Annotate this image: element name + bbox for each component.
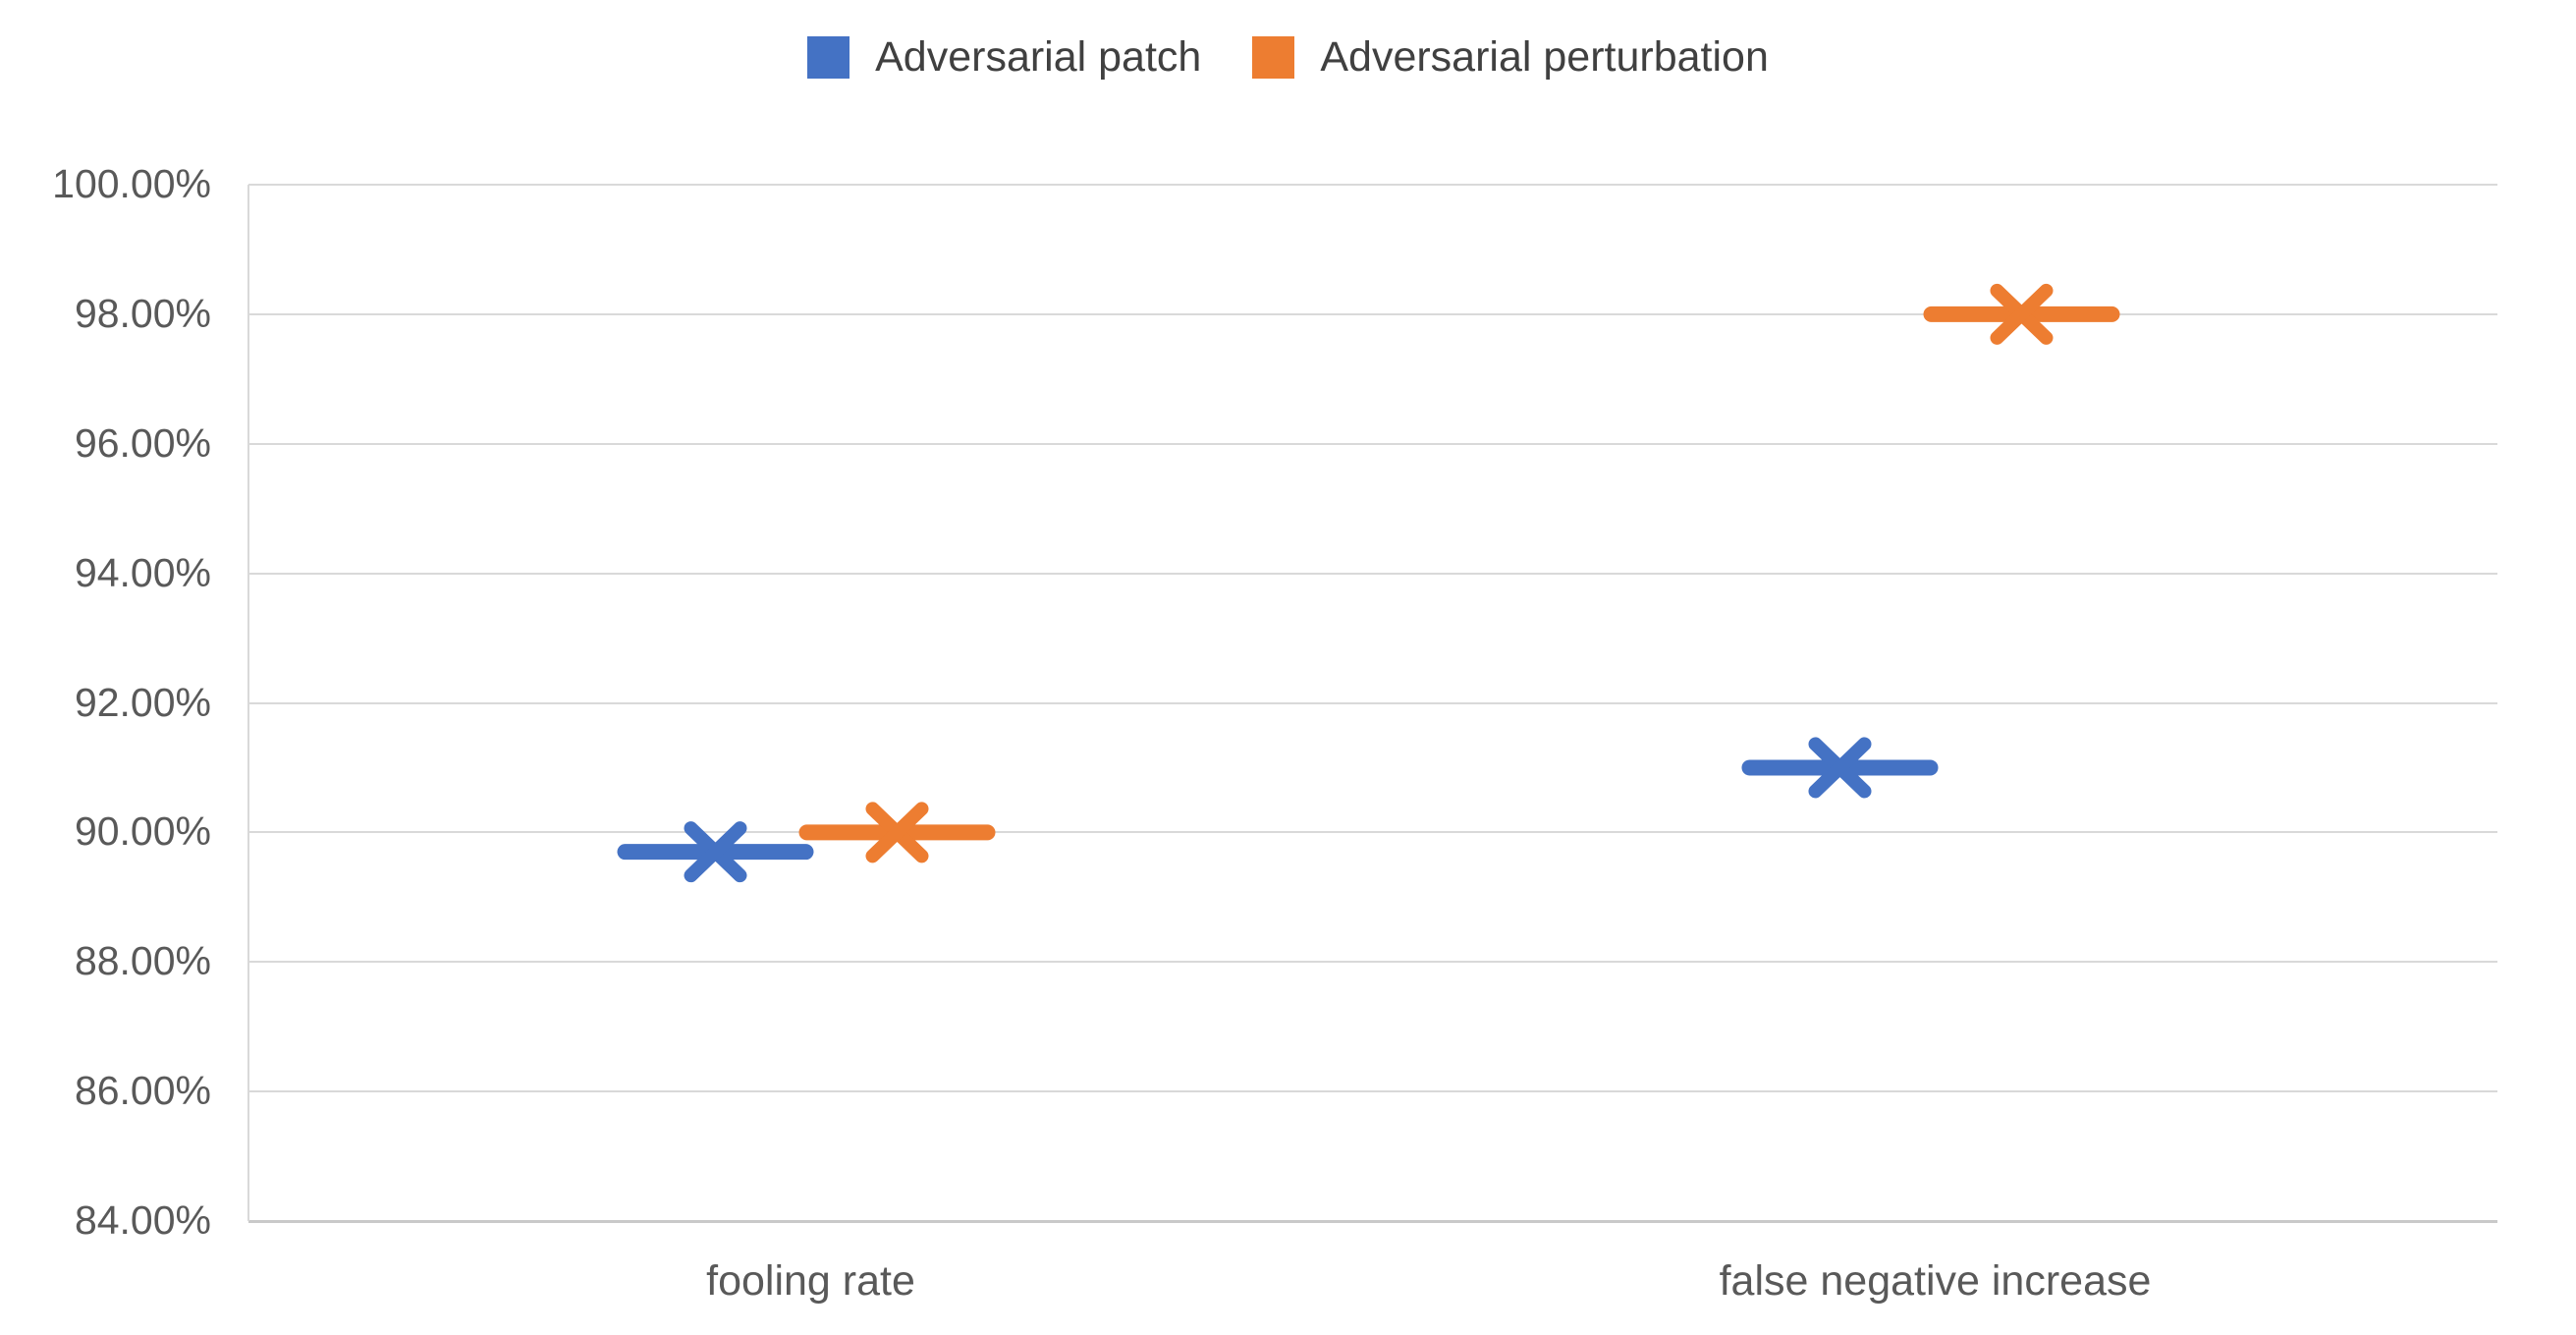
data-point-marker <box>617 821 814 883</box>
chart-legend: Adversarial patch Adversarial perturbatio… <box>0 33 2576 82</box>
y-axis-tick-label: 84.00% <box>74 1197 211 1243</box>
y-axis-tick-label: 88.00% <box>74 938 211 984</box>
x-axis-category-label: false negative increase <box>1719 1257 2152 1305</box>
y-axis-tick-label: 86.00% <box>74 1068 211 1114</box>
y-axis-tick-label: 90.00% <box>74 808 211 855</box>
y-axis-tick-label: 100.00% <box>52 161 211 206</box>
legend-swatch-icon <box>1252 36 1295 79</box>
legend-item: Adversarial perturbation <box>1252 33 1769 82</box>
gridline <box>248 312 2497 315</box>
data-point-marker <box>798 802 996 863</box>
gridline <box>248 701 2497 704</box>
legend-item: Adversarial patch <box>807 33 1201 82</box>
y-axis-tick-label: 94.00% <box>74 549 211 595</box>
data-point-marker <box>1741 737 1939 799</box>
gridline <box>248 442 2497 445</box>
gridline <box>248 961 2497 964</box>
y-axis-tick-label: 96.00% <box>74 419 211 466</box>
gridline <box>248 831 2497 834</box>
x-axis-line <box>248 1220 2497 1223</box>
gridline <box>248 572 2497 575</box>
legend-label: Adversarial perturbation <box>1320 33 1769 81</box>
y-axis-line <box>247 185 249 1221</box>
legend-swatch-icon <box>807 36 850 79</box>
x-axis-category-label: fooling rate <box>706 1257 915 1305</box>
y-axis-tick-label: 98.00% <box>74 290 211 336</box>
gridline <box>248 184 2497 186</box>
y-axis-tick-label: 92.00% <box>74 679 211 725</box>
data-point-marker <box>1923 283 2120 345</box>
gridline <box>248 1090 2497 1093</box>
legend-label: Adversarial patch <box>875 33 1202 81</box>
